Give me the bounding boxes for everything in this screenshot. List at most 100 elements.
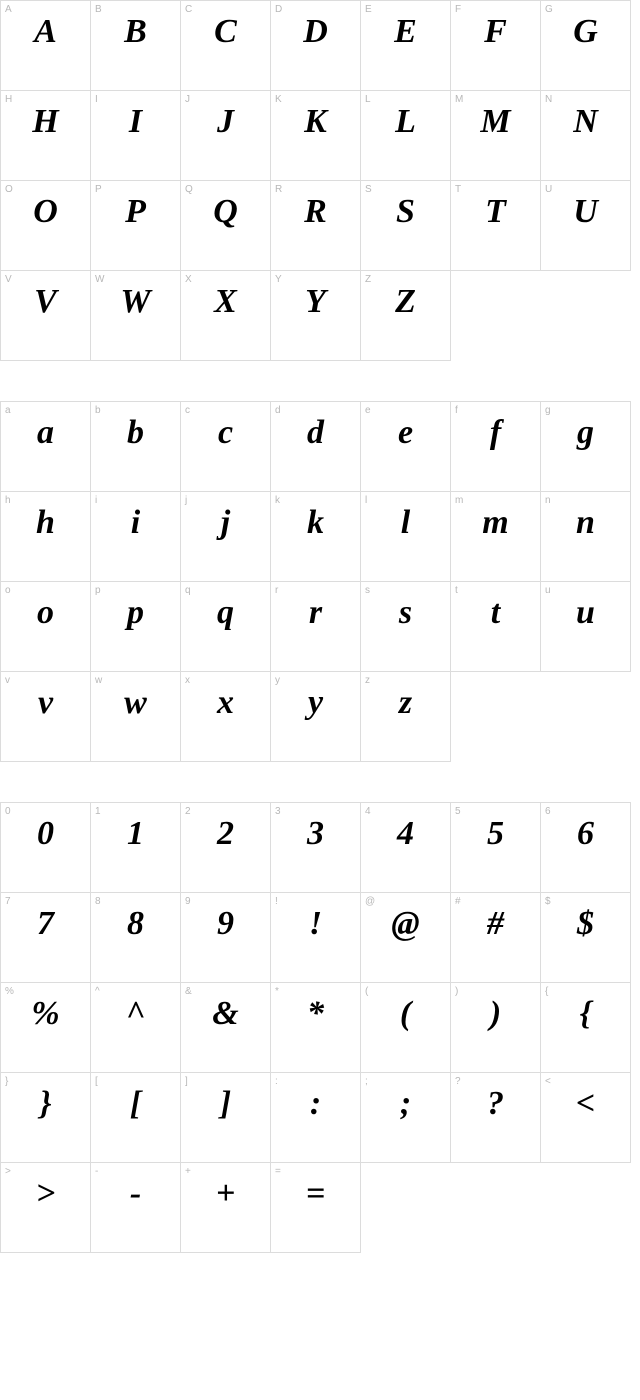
glyph-cell: GG: [541, 1, 631, 91]
glyph-display: s: [361, 596, 450, 630]
glyph-cell: NN: [541, 91, 631, 181]
glyph-display: 9: [181, 907, 270, 941]
glyph-cell: uu: [541, 582, 631, 672]
glyph-display: K: [271, 105, 360, 139]
glyph-label: b: [95, 405, 101, 416]
glyph-display: I: [91, 105, 180, 139]
glyph-label: (: [365, 986, 368, 997]
glyph-label: R: [275, 184, 282, 195]
glyph-cell: ss: [361, 582, 451, 672]
glyph-display: y: [271, 686, 360, 720]
glyph-cell: tt: [451, 582, 541, 672]
glyph-cell: DD: [271, 1, 361, 91]
glyph-grid: aabbccddeeffgghhiijjkkllmmnnooppqqrrsstt…: [0, 401, 631, 672]
glyph-display: &: [181, 997, 270, 1031]
glyph-label: E: [365, 4, 372, 15]
glyph-label: m: [455, 495, 463, 506]
glyph-cell: vv: [1, 672, 91, 762]
glyph-display: =: [271, 1177, 360, 1211]
glyph-label: v: [5, 675, 10, 686]
glyph-cell: TT: [451, 181, 541, 271]
glyph-label: -: [95, 1166, 98, 1177]
glyph-cell: 11: [91, 803, 181, 893]
glyph-cell: ll: [361, 492, 451, 582]
glyph-label: >: [5, 1166, 11, 1177]
glyph-label: u: [545, 585, 551, 596]
glyph-display: Q: [181, 195, 270, 229]
glyph-cell: EE: [361, 1, 451, 91]
glyph-display: P: [91, 195, 180, 229]
glyph-label: N: [545, 94, 552, 105]
glyph-label: Y: [275, 274, 282, 285]
glyph-cell: ;;: [361, 1073, 451, 1163]
glyph-display: 6: [541, 817, 630, 851]
glyph-cell: &&: [181, 983, 271, 1073]
glyph-label: :: [275, 1076, 278, 1087]
glyph-label: V: [5, 274, 12, 285]
glyph-display: S: [361, 195, 450, 229]
glyph-cell: OO: [1, 181, 91, 271]
glyph-display: X: [181, 285, 270, 319]
glyph-cell: JJ: [181, 91, 271, 181]
glyph-cell: hh: [1, 492, 91, 582]
glyph-cell: 22: [181, 803, 271, 893]
glyph-label: G: [545, 4, 553, 15]
glyph-cell: ff: [451, 402, 541, 492]
glyph-display: !: [271, 907, 360, 941]
glyph-cell: KK: [271, 91, 361, 181]
glyph-display: q: [181, 596, 270, 630]
glyph-label: <: [545, 1076, 551, 1087]
glyph-label: c: [185, 405, 190, 416]
glyph-cell: 99: [181, 893, 271, 983]
glyph-label: +: [185, 1166, 191, 1177]
glyph-cell: 77: [1, 893, 91, 983]
glyph-display: d: [271, 416, 360, 450]
glyph-cell: 44: [361, 803, 451, 893]
glyph-display: >: [1, 1177, 90, 1211]
glyph-cell: mm: [451, 492, 541, 582]
glyph-display: J: [181, 105, 270, 139]
section-numbers_symbols: 00112233445566778899!!@@##$$%%^^&&**(())…: [0, 802, 640, 1253]
glyph-label: P: [95, 184, 102, 195]
glyph-cell: VV: [1, 271, 91, 361]
glyph-cell: oo: [1, 582, 91, 672]
glyph-cell: {{: [541, 983, 631, 1073]
glyph-cell: ee: [361, 402, 451, 492]
glyph-display: f: [451, 416, 540, 450]
glyph-label: O: [5, 184, 13, 195]
glyph-cell: BB: [91, 1, 181, 91]
glyph-label: o: [5, 585, 11, 596]
glyph-cell: 33: [271, 803, 361, 893]
glyph-display: r: [271, 596, 360, 630]
glyph-display: -: [91, 1177, 180, 1211]
glyph-label: a: [5, 405, 11, 416]
glyph-label: j: [185, 495, 187, 506]
glyph-label: 9: [185, 896, 191, 907]
glyph-cell: zz: [361, 672, 451, 762]
glyph-display: l: [361, 506, 450, 540]
glyph-cell: gg: [541, 402, 631, 492]
glyph-label: g: [545, 405, 551, 416]
section-uppercase: AABBCCDDEEFFGGHHIIJJKKLLMMNNOOPPQQRRSSTT…: [0, 0, 640, 361]
glyph-cell: FF: [451, 1, 541, 91]
glyph-label: {: [545, 986, 548, 997]
glyph-cell: XX: [181, 271, 271, 361]
glyph-display: A: [1, 15, 90, 49]
glyph-label: 8: [95, 896, 101, 907]
glyph-display: G: [541, 15, 630, 49]
glyph-label: =: [275, 1166, 281, 1177]
glyph-label: Z: [365, 274, 371, 285]
glyph-display: ;: [361, 1087, 450, 1121]
glyph-cell: rr: [271, 582, 361, 672]
glyph-cell: --: [91, 1163, 181, 1253]
section-lowercase: aabbccddeeffgghhiijjkkllmmnnooppqqrrsstt…: [0, 401, 640, 762]
glyph-display: $: [541, 907, 630, 941]
glyph-cell: QQ: [181, 181, 271, 271]
glyph-cell: nn: [541, 492, 631, 582]
glyph-cell: [[: [91, 1073, 181, 1163]
glyph-label: D: [275, 4, 282, 15]
glyph-cell: WW: [91, 271, 181, 361]
glyph-display: {: [541, 997, 630, 1031]
glyph-display: k: [271, 506, 360, 540]
glyph-cell: SS: [361, 181, 451, 271]
